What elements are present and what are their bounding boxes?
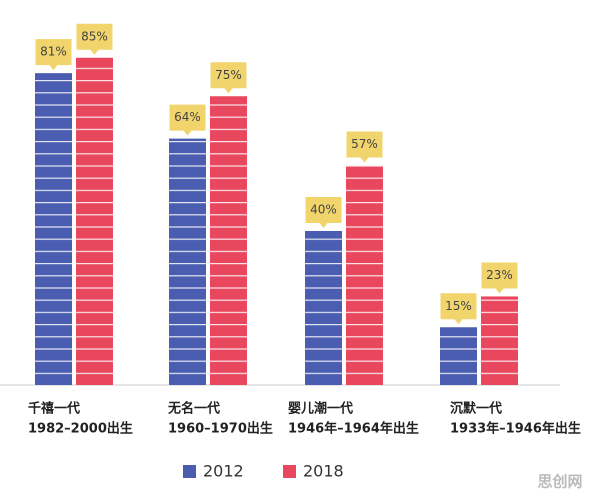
label-callout [76,23,113,55]
value-label: 40% [310,203,337,217]
bar [76,57,113,385]
value-label: 23% [486,268,513,282]
value-label: 15% [445,299,472,313]
label-callout [210,62,247,94]
label-callout [346,131,383,163]
bar [346,165,383,385]
legend-swatch [283,465,296,478]
bar [35,73,72,386]
category-years: 1946年–1964年出生 [288,421,419,437]
legend-label: 2018 [303,462,344,481]
bar [305,231,342,385]
value-label: 57% [351,137,378,151]
category-label: 千禧一代 [28,401,80,417]
value-label: 85% [81,29,108,43]
bar [481,296,518,385]
bar [169,138,206,385]
label-callout [440,293,477,325]
bar [440,327,477,385]
category-years: 1933年–1946年出生 [450,421,581,437]
value-label: 64% [174,110,201,124]
label-callout [305,197,342,228]
value-label: 81% [40,45,67,59]
category-label: 无名一代 [167,401,220,417]
category-label: 婴儿潮一代 [288,401,353,417]
value-label: 75% [215,68,242,82]
legend-label: 2012 [203,462,244,481]
legend-swatch [183,465,196,478]
label-callout [35,39,72,71]
label-callout [481,262,518,294]
category-years: 1960–1970出生 [168,421,273,437]
label-callout [169,104,206,136]
category-years: 1982–2000出生 [28,421,133,437]
category-label: 沉默一代 [450,401,502,417]
watermark: 思创网 [537,473,582,491]
bar [210,96,247,385]
